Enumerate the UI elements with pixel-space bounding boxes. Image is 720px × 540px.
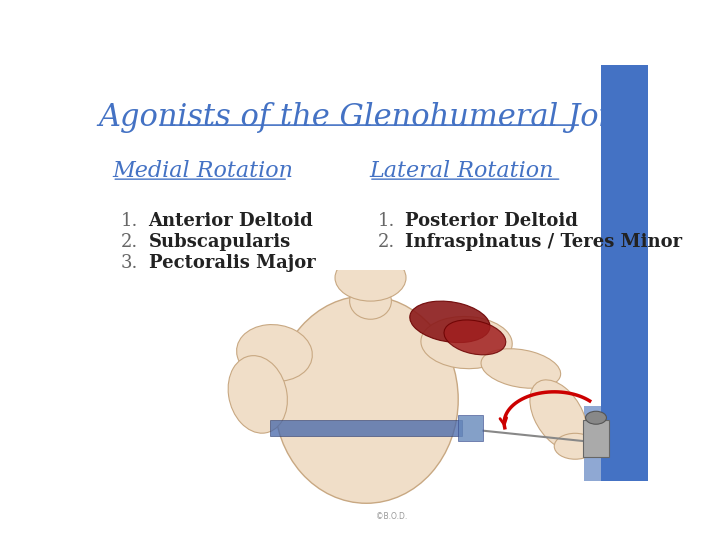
- Ellipse shape: [228, 356, 287, 433]
- Ellipse shape: [444, 320, 506, 355]
- Ellipse shape: [554, 433, 596, 459]
- Text: Pectoralis Major: Pectoralis Major: [148, 254, 315, 272]
- Ellipse shape: [350, 283, 392, 319]
- FancyBboxPatch shape: [600, 65, 648, 481]
- FancyBboxPatch shape: [584, 406, 600, 481]
- Text: 2.: 2.: [377, 233, 395, 251]
- Text: Subscapularis: Subscapularis: [148, 233, 291, 251]
- Text: ©B.O.D.: ©B.O.D.: [376, 512, 407, 522]
- Text: Agonists of the Glenohumeral Joint: Agonists of the Glenohumeral Joint: [98, 102, 640, 133]
- Text: 2.: 2.: [121, 233, 138, 251]
- Text: Lateral Rotation: Lateral Rotation: [369, 160, 554, 183]
- Ellipse shape: [530, 380, 587, 450]
- Text: 1.: 1.: [377, 212, 395, 231]
- Text: Infraspinatus / Teres Minor: Infraspinatus / Teres Minor: [405, 233, 683, 251]
- Ellipse shape: [585, 411, 606, 424]
- Text: Posterior Deltoid: Posterior Deltoid: [405, 212, 578, 231]
- Bar: [270, 420, 462, 436]
- Text: Anterior Deltoid: Anterior Deltoid: [148, 212, 313, 231]
- Ellipse shape: [237, 325, 312, 381]
- Text: 3.: 3.: [121, 254, 138, 272]
- Ellipse shape: [421, 316, 512, 369]
- Ellipse shape: [274, 296, 458, 503]
- Ellipse shape: [335, 254, 406, 301]
- Ellipse shape: [410, 301, 490, 342]
- Ellipse shape: [481, 349, 561, 388]
- Bar: [583, 420, 608, 457]
- Text: Medial Rotation: Medial Rotation: [112, 160, 293, 183]
- Bar: [458, 415, 483, 441]
- Text: 1.: 1.: [121, 212, 138, 231]
